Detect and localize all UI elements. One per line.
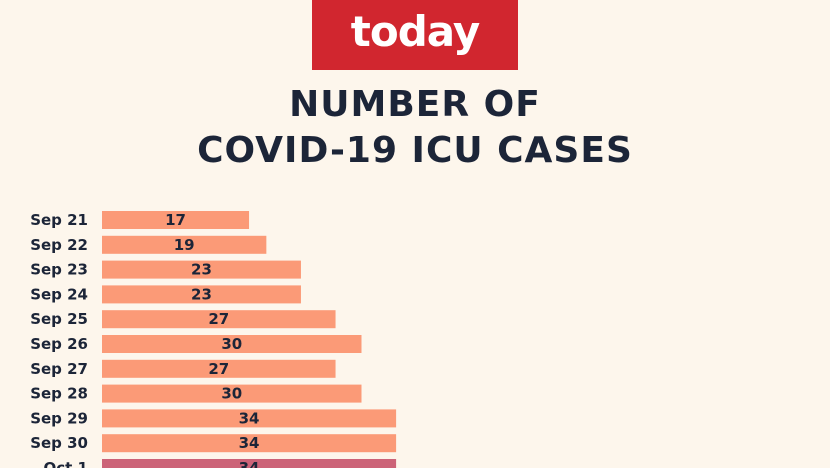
chart-title: NUMBER OF COVID-19 ICU CASES xyxy=(0,82,830,174)
bar-sep-24 xyxy=(102,285,301,304)
bar-sep-27 xyxy=(102,359,336,378)
value-label: 17 xyxy=(165,211,186,229)
category-label: Sep 26 xyxy=(30,335,88,353)
bar-sep-26 xyxy=(102,335,362,353)
bar-sep-28 xyxy=(102,384,362,403)
value-label: 30 xyxy=(221,335,242,353)
chart-title-line-1: NUMBER OF xyxy=(289,84,541,125)
value-label: 19 xyxy=(174,236,195,254)
category-label: Sep 23 xyxy=(30,261,88,279)
category-label: Sep 27 xyxy=(30,360,88,378)
value-label: 27 xyxy=(208,310,229,328)
brand-logo: today xyxy=(312,0,518,70)
category-label: Sep 30 xyxy=(30,434,88,452)
brand-logo-text: today xyxy=(350,7,480,56)
bar-sep-29 xyxy=(102,409,397,428)
value-label: 34 xyxy=(239,459,260,468)
category-label: Sep 22 xyxy=(30,236,88,254)
bar-sep-22 xyxy=(102,235,267,254)
chart-title-line-2: COVID-19 ICU CASES xyxy=(197,130,633,171)
value-label: 30 xyxy=(221,385,242,403)
category-label: Sep 24 xyxy=(30,285,88,303)
value-label: 34 xyxy=(239,409,260,427)
bar-sep-21 xyxy=(102,211,250,229)
category-label: Sep 25 xyxy=(30,310,88,328)
category-label: Sep 28 xyxy=(30,385,88,403)
value-label: 34 xyxy=(239,434,260,452)
category-label: Oct 1 xyxy=(44,459,88,468)
category-label: Sep 21 xyxy=(30,211,88,229)
bar-oct-1 xyxy=(102,459,397,468)
bar-sep-23 xyxy=(102,260,301,279)
value-label: 23 xyxy=(191,285,212,303)
bar-sep-30 xyxy=(102,434,397,453)
value-label: 23 xyxy=(191,261,212,279)
value-label: 27 xyxy=(208,360,229,378)
category-label: Sep 29 xyxy=(30,409,88,427)
bar-sep-25 xyxy=(102,310,336,329)
